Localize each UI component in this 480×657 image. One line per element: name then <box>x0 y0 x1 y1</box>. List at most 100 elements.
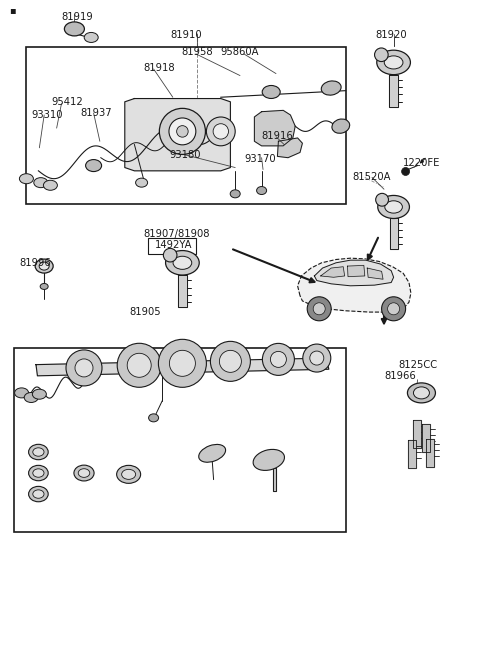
Polygon shape <box>413 420 420 449</box>
Polygon shape <box>348 265 365 277</box>
Text: 95412: 95412 <box>52 97 84 107</box>
Ellipse shape <box>408 383 435 403</box>
Ellipse shape <box>262 85 280 99</box>
Circle shape <box>376 193 388 206</box>
Polygon shape <box>125 99 230 171</box>
Text: 93310: 93310 <box>31 110 63 120</box>
Ellipse shape <box>64 22 84 36</box>
Polygon shape <box>426 439 433 467</box>
Ellipse shape <box>32 389 47 399</box>
Circle shape <box>158 339 206 388</box>
Circle shape <box>310 351 324 365</box>
Text: 81916: 81916 <box>262 131 293 141</box>
Polygon shape <box>277 138 302 158</box>
Ellipse shape <box>166 250 199 275</box>
Ellipse shape <box>135 178 148 187</box>
Ellipse shape <box>377 50 410 75</box>
Circle shape <box>219 350 241 373</box>
Ellipse shape <box>384 56 403 69</box>
Text: 81918: 81918 <box>143 63 175 73</box>
Text: 93180: 93180 <box>169 150 201 160</box>
Bar <box>26 47 346 204</box>
Ellipse shape <box>149 414 158 422</box>
Text: 93170: 93170 <box>245 154 276 164</box>
Polygon shape <box>367 268 383 279</box>
Circle shape <box>387 303 399 315</box>
Circle shape <box>263 344 294 375</box>
Ellipse shape <box>29 444 48 460</box>
Circle shape <box>206 117 235 146</box>
Text: 1492YA: 1492YA <box>155 240 192 250</box>
Ellipse shape <box>378 195 409 219</box>
Ellipse shape <box>29 486 48 502</box>
Ellipse shape <box>84 32 98 43</box>
Polygon shape <box>273 468 276 491</box>
Circle shape <box>159 108 205 154</box>
Polygon shape <box>314 260 394 286</box>
Polygon shape <box>390 219 397 249</box>
Ellipse shape <box>78 468 90 478</box>
Text: 81920: 81920 <box>375 30 407 39</box>
Polygon shape <box>298 258 411 312</box>
Circle shape <box>270 351 287 367</box>
Ellipse shape <box>39 262 49 270</box>
Bar <box>148 238 196 254</box>
Ellipse shape <box>19 173 34 184</box>
Ellipse shape <box>85 160 102 171</box>
Text: 1220FE: 1220FE <box>403 158 441 168</box>
Polygon shape <box>389 75 398 107</box>
Text: 8125CC: 8125CC <box>398 360 438 370</box>
Ellipse shape <box>33 490 44 498</box>
Ellipse shape <box>332 119 350 133</box>
Text: 81996: 81996 <box>19 258 51 267</box>
Circle shape <box>117 344 161 387</box>
Text: 81907/81908: 81907/81908 <box>143 229 210 238</box>
Circle shape <box>374 48 388 62</box>
Circle shape <box>307 297 331 321</box>
Ellipse shape <box>35 259 53 273</box>
Circle shape <box>169 118 196 145</box>
Polygon shape <box>422 424 430 452</box>
Circle shape <box>177 125 188 137</box>
Ellipse shape <box>413 387 430 399</box>
Ellipse shape <box>33 448 44 456</box>
Circle shape <box>382 297 406 321</box>
Text: 81919: 81919 <box>61 12 93 22</box>
Circle shape <box>75 359 93 377</box>
Circle shape <box>313 303 325 315</box>
Ellipse shape <box>33 469 44 477</box>
Ellipse shape <box>121 469 136 480</box>
Text: 81520A: 81520A <box>353 172 391 182</box>
Circle shape <box>402 168 409 175</box>
Polygon shape <box>36 358 329 376</box>
Polygon shape <box>321 267 345 277</box>
Ellipse shape <box>24 392 38 403</box>
Ellipse shape <box>34 177 48 188</box>
Ellipse shape <box>230 190 240 198</box>
Bar <box>14 348 346 532</box>
Ellipse shape <box>29 465 48 481</box>
Ellipse shape <box>321 81 341 95</box>
Text: 81910: 81910 <box>170 30 202 40</box>
Circle shape <box>169 350 195 376</box>
Polygon shape <box>254 110 295 146</box>
Circle shape <box>66 350 102 386</box>
Ellipse shape <box>117 465 141 484</box>
Polygon shape <box>178 275 187 307</box>
Ellipse shape <box>199 444 226 463</box>
Text: 81905: 81905 <box>130 307 161 317</box>
Circle shape <box>303 344 331 372</box>
Circle shape <box>127 353 151 377</box>
Ellipse shape <box>74 465 94 481</box>
Polygon shape <box>408 440 416 468</box>
Circle shape <box>163 248 177 262</box>
Circle shape <box>213 124 228 139</box>
Ellipse shape <box>385 201 402 213</box>
Ellipse shape <box>253 449 285 470</box>
Ellipse shape <box>14 388 29 398</box>
Ellipse shape <box>43 180 58 191</box>
Circle shape <box>210 342 251 381</box>
Text: 81958: 81958 <box>181 47 213 57</box>
Text: 81937: 81937 <box>81 108 112 118</box>
Ellipse shape <box>40 283 48 290</box>
